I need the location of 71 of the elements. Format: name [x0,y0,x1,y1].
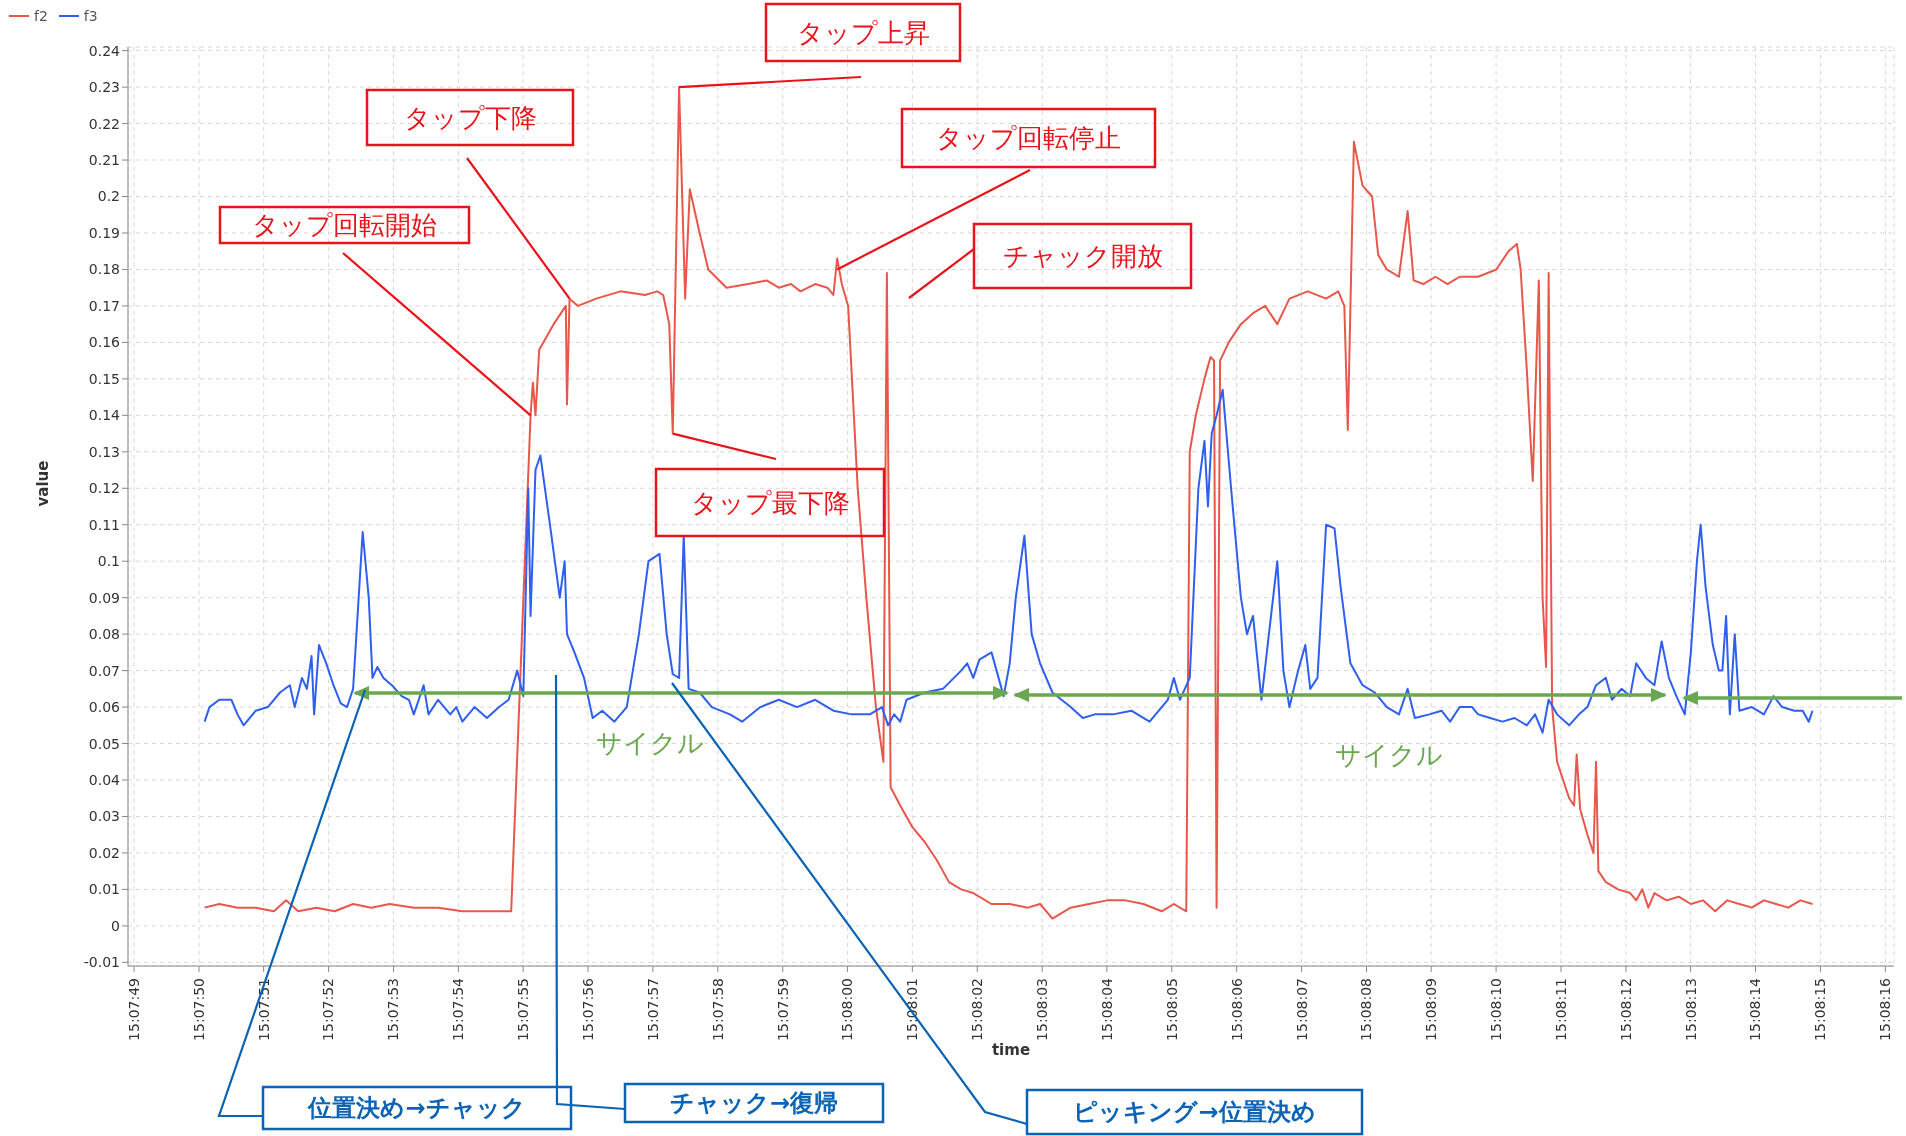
y-tick-label: 0.12 [88,480,120,497]
y-tick-label: 0.13 [88,443,120,460]
x-tick-label: 15:07:55 [514,978,531,1041]
x-tick-label: 15:08:12 [1617,978,1634,1041]
x-tick-label: 15:07:50 [190,978,207,1041]
text: 位置決め→チャック [307,1094,526,1122]
y-tick-label: 0.21 [88,152,120,169]
x-tick-label: 15:08:14 [1747,977,1764,1041]
annotation: サイクル [1335,739,1443,770]
y-tick-label: 0.03 [88,808,120,825]
x-tick-label: 15:08:08 [1358,978,1375,1041]
annotation: タップ上昇 [796,17,930,48]
x-tick-label: 15:08:05 [1163,978,1180,1041]
x-tick-label: 15:07:54 [450,977,467,1041]
x-tick-label: 15:08:13 [1682,978,1699,1041]
y-tick-label: 0.23 [88,79,120,96]
y-tick-label: 0.01 [88,881,120,898]
y-tick-label: 0.06 [88,699,121,716]
y-tick-label: 0.09 [88,589,120,606]
annotation: タップ回転停止 [936,123,1121,153]
x-tick-label: 15:07:59 [774,978,791,1041]
annotation: タップ回転開始 [252,210,437,240]
x-tick-label: 15:07:57 [644,978,661,1041]
y-tick-label: 0.16 [88,334,121,351]
x-tick-label: 15:07:51 [255,978,272,1041]
x-tick-label: 15:08:15 [1812,978,1829,1041]
x-tick-label: 15:08:03 [1034,978,1051,1041]
x-tick-label: 15:08:04 [1098,977,1115,1041]
text: ピッキング→位置決め [1073,1098,1316,1126]
y-tick-label: 0.08 [88,626,120,643]
x-tick-label: 15:08:06 [1228,977,1245,1041]
y-axis-title: value [34,460,53,507]
x-axis-title: time [991,1041,1031,1059]
annotation: タップ最下降 [690,487,850,518]
y-tick-label: 0.22 [88,115,120,132]
text: チャック→復帰 [669,1089,839,1117]
y-tick-label: 0.18 [88,261,120,278]
x-tick-label: 15:08:10 [1488,978,1505,1041]
y-tick-label: 0.05 [88,735,120,752]
y-tick-label: 0.1 [97,553,120,570]
y-tick-label: 0.24 [88,42,121,59]
x-tick-label: 15:07:53 [385,978,402,1041]
y-tick-label: 0.15 [88,370,120,387]
x-tick-label: 15:07:52 [320,978,337,1041]
x-tick-label: 15:08:01 [904,978,921,1041]
x-tick-label: 15:08:16 [1877,977,1894,1041]
y-tick-label: 0.07 [88,662,120,679]
y-tick-label: 0.11 [88,516,120,533]
x-tick-label: 15:08:11 [1552,978,1569,1041]
annotation: チャック開放 [1002,241,1163,271]
y-tick-label: 0.04 [88,771,121,788]
y-tick-label: 0.19 [88,224,120,241]
legend-label: f2 [33,8,48,24]
y-tick-label: 0.02 [88,844,120,861]
x-tick-label: 15:08:02 [969,978,986,1041]
annotation: サイクル [596,727,704,758]
x-tick-label: 15:08:09 [1423,978,1440,1041]
annotation: タップ下降 [403,102,537,133]
y-tick-label: 0.14 [88,407,121,424]
line-series [203,388,1814,734]
x-tick-label: 15:07:49 [125,978,142,1041]
x-tick-label: 15:07:56 [579,977,596,1041]
line-series [203,86,1814,920]
y-tick-label: 0.2 [97,188,120,205]
y-tick-label: -0.01 [83,954,120,971]
x-tick-label: 15:08:00 [839,978,856,1041]
y-tick-label: 0 [111,917,120,934]
y-tick-label: 0.17 [88,297,120,314]
legend-label: f3 [82,8,98,24]
x-tick-label: 15:08:07 [1293,978,1310,1041]
x-tick-label: 15:07:58 [709,978,726,1041]
